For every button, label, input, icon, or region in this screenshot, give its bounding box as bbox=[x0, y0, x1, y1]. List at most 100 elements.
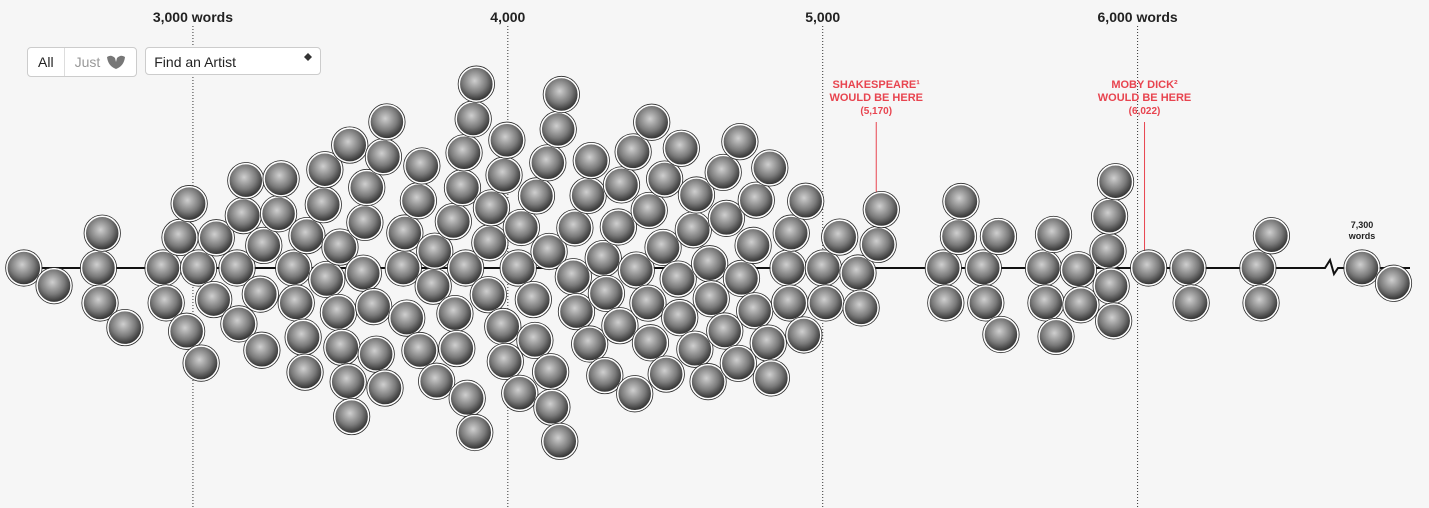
annotation-text: MOBY DICK² bbox=[1111, 79, 1178, 91]
artist-face bbox=[1029, 286, 1063, 320]
artist-face bbox=[981, 219, 1015, 253]
artist-face bbox=[531, 146, 565, 180]
artist-face bbox=[501, 251, 535, 285]
artist-face bbox=[368, 371, 402, 405]
artist-face bbox=[724, 261, 758, 295]
artist-face bbox=[350, 171, 384, 205]
artist-face bbox=[941, 219, 975, 253]
artist-face bbox=[926, 251, 960, 285]
artist-face bbox=[504, 210, 538, 244]
artist-face bbox=[844, 291, 878, 325]
artist-face bbox=[390, 301, 424, 335]
artist-face bbox=[1345, 251, 1379, 285]
x-tick-label: 4,000 bbox=[490, 9, 525, 25]
artist-face bbox=[631, 286, 665, 320]
artist-face bbox=[7, 251, 41, 285]
artist-face bbox=[447, 136, 481, 170]
artist-face bbox=[1171, 251, 1205, 285]
artist-face bbox=[440, 332, 474, 366]
artist-face bbox=[1376, 266, 1410, 300]
artist-face bbox=[588, 359, 622, 393]
artist-face bbox=[1061, 253, 1095, 287]
artist-face bbox=[450, 381, 484, 415]
artist-face bbox=[503, 376, 537, 410]
artist-face bbox=[286, 320, 320, 354]
artist-face bbox=[170, 314, 204, 348]
artist-face bbox=[571, 178, 605, 212]
artist-face bbox=[486, 310, 520, 344]
artist-face bbox=[459, 67, 493, 101]
artist-face bbox=[664, 131, 698, 165]
annotation-text: words bbox=[1348, 231, 1376, 241]
artist-face bbox=[420, 364, 454, 398]
artist-face bbox=[1094, 269, 1128, 303]
artist-face bbox=[541, 112, 575, 146]
artist-face bbox=[544, 78, 578, 112]
controls: All Just Find an Artist bbox=[27, 47, 321, 77]
artist-face bbox=[1093, 199, 1127, 233]
artist-face bbox=[632, 193, 666, 227]
annotation-text: WOULD BE HERE bbox=[829, 92, 923, 104]
artist-face bbox=[487, 158, 521, 192]
artist-face bbox=[37, 269, 71, 303]
artist-face bbox=[1174, 286, 1208, 320]
artist-face bbox=[754, 361, 788, 395]
artist-face bbox=[774, 216, 808, 250]
artist-face bbox=[247, 228, 281, 262]
artist-face bbox=[543, 424, 577, 458]
artist-face bbox=[490, 123, 524, 157]
artist-face bbox=[306, 188, 340, 222]
artist-search[interactable]: Find an Artist bbox=[145, 47, 321, 75]
artist-face bbox=[723, 125, 757, 159]
artist-face bbox=[456, 102, 490, 136]
artist-face bbox=[589, 276, 623, 310]
artist-face bbox=[984, 317, 1018, 351]
artist-face bbox=[753, 151, 787, 185]
artist-face bbox=[751, 326, 785, 360]
artist-face bbox=[706, 155, 740, 189]
artist-face bbox=[388, 216, 422, 250]
annotation-text: WOULD BE HERE bbox=[1098, 92, 1192, 104]
artist-face bbox=[386, 251, 420, 285]
artist-face bbox=[649, 357, 683, 391]
artist-face bbox=[574, 144, 608, 178]
artist-face bbox=[556, 260, 590, 294]
artist-face bbox=[290, 219, 324, 253]
artist-face bbox=[1132, 251, 1166, 285]
artist-face bbox=[226, 199, 260, 233]
artist-face bbox=[648, 162, 682, 196]
artist-face bbox=[1244, 286, 1278, 320]
artist-face bbox=[146, 251, 180, 285]
artist-face bbox=[1064, 288, 1098, 322]
annotation-text: (6,022) bbox=[1129, 106, 1161, 117]
annotation-text: SHAKESPEARE¹ bbox=[833, 79, 921, 91]
artist-face bbox=[823, 220, 857, 254]
artist-face bbox=[1241, 251, 1275, 285]
artist-face bbox=[573, 327, 607, 361]
artist-face bbox=[405, 149, 439, 183]
artist-face bbox=[709, 201, 743, 235]
artist-face bbox=[471, 278, 505, 312]
artist-face bbox=[944, 185, 978, 219]
filter-just[interactable]: Just bbox=[64, 48, 137, 76]
artist-face bbox=[85, 216, 119, 250]
artist-face bbox=[861, 227, 895, 261]
artist-face bbox=[635, 105, 669, 139]
artist-face bbox=[969, 286, 1003, 320]
artist-face bbox=[519, 179, 553, 213]
artist-face bbox=[366, 140, 400, 174]
artist-face bbox=[418, 234, 452, 268]
artist-face bbox=[721, 346, 755, 380]
filter-all[interactable]: All bbox=[28, 48, 64, 76]
artist-face bbox=[436, 205, 470, 239]
artist-face bbox=[184, 346, 218, 380]
artist-face bbox=[245, 333, 279, 367]
artist-face bbox=[335, 400, 369, 434]
artist-face bbox=[359, 337, 393, 371]
artist-face bbox=[279, 286, 313, 320]
artist-face bbox=[806, 251, 840, 285]
artist-face bbox=[773, 286, 807, 320]
x-tick-label: 6,000 words bbox=[1098, 9, 1178, 25]
artist-face bbox=[633, 326, 667, 360]
artist-face bbox=[346, 256, 380, 290]
